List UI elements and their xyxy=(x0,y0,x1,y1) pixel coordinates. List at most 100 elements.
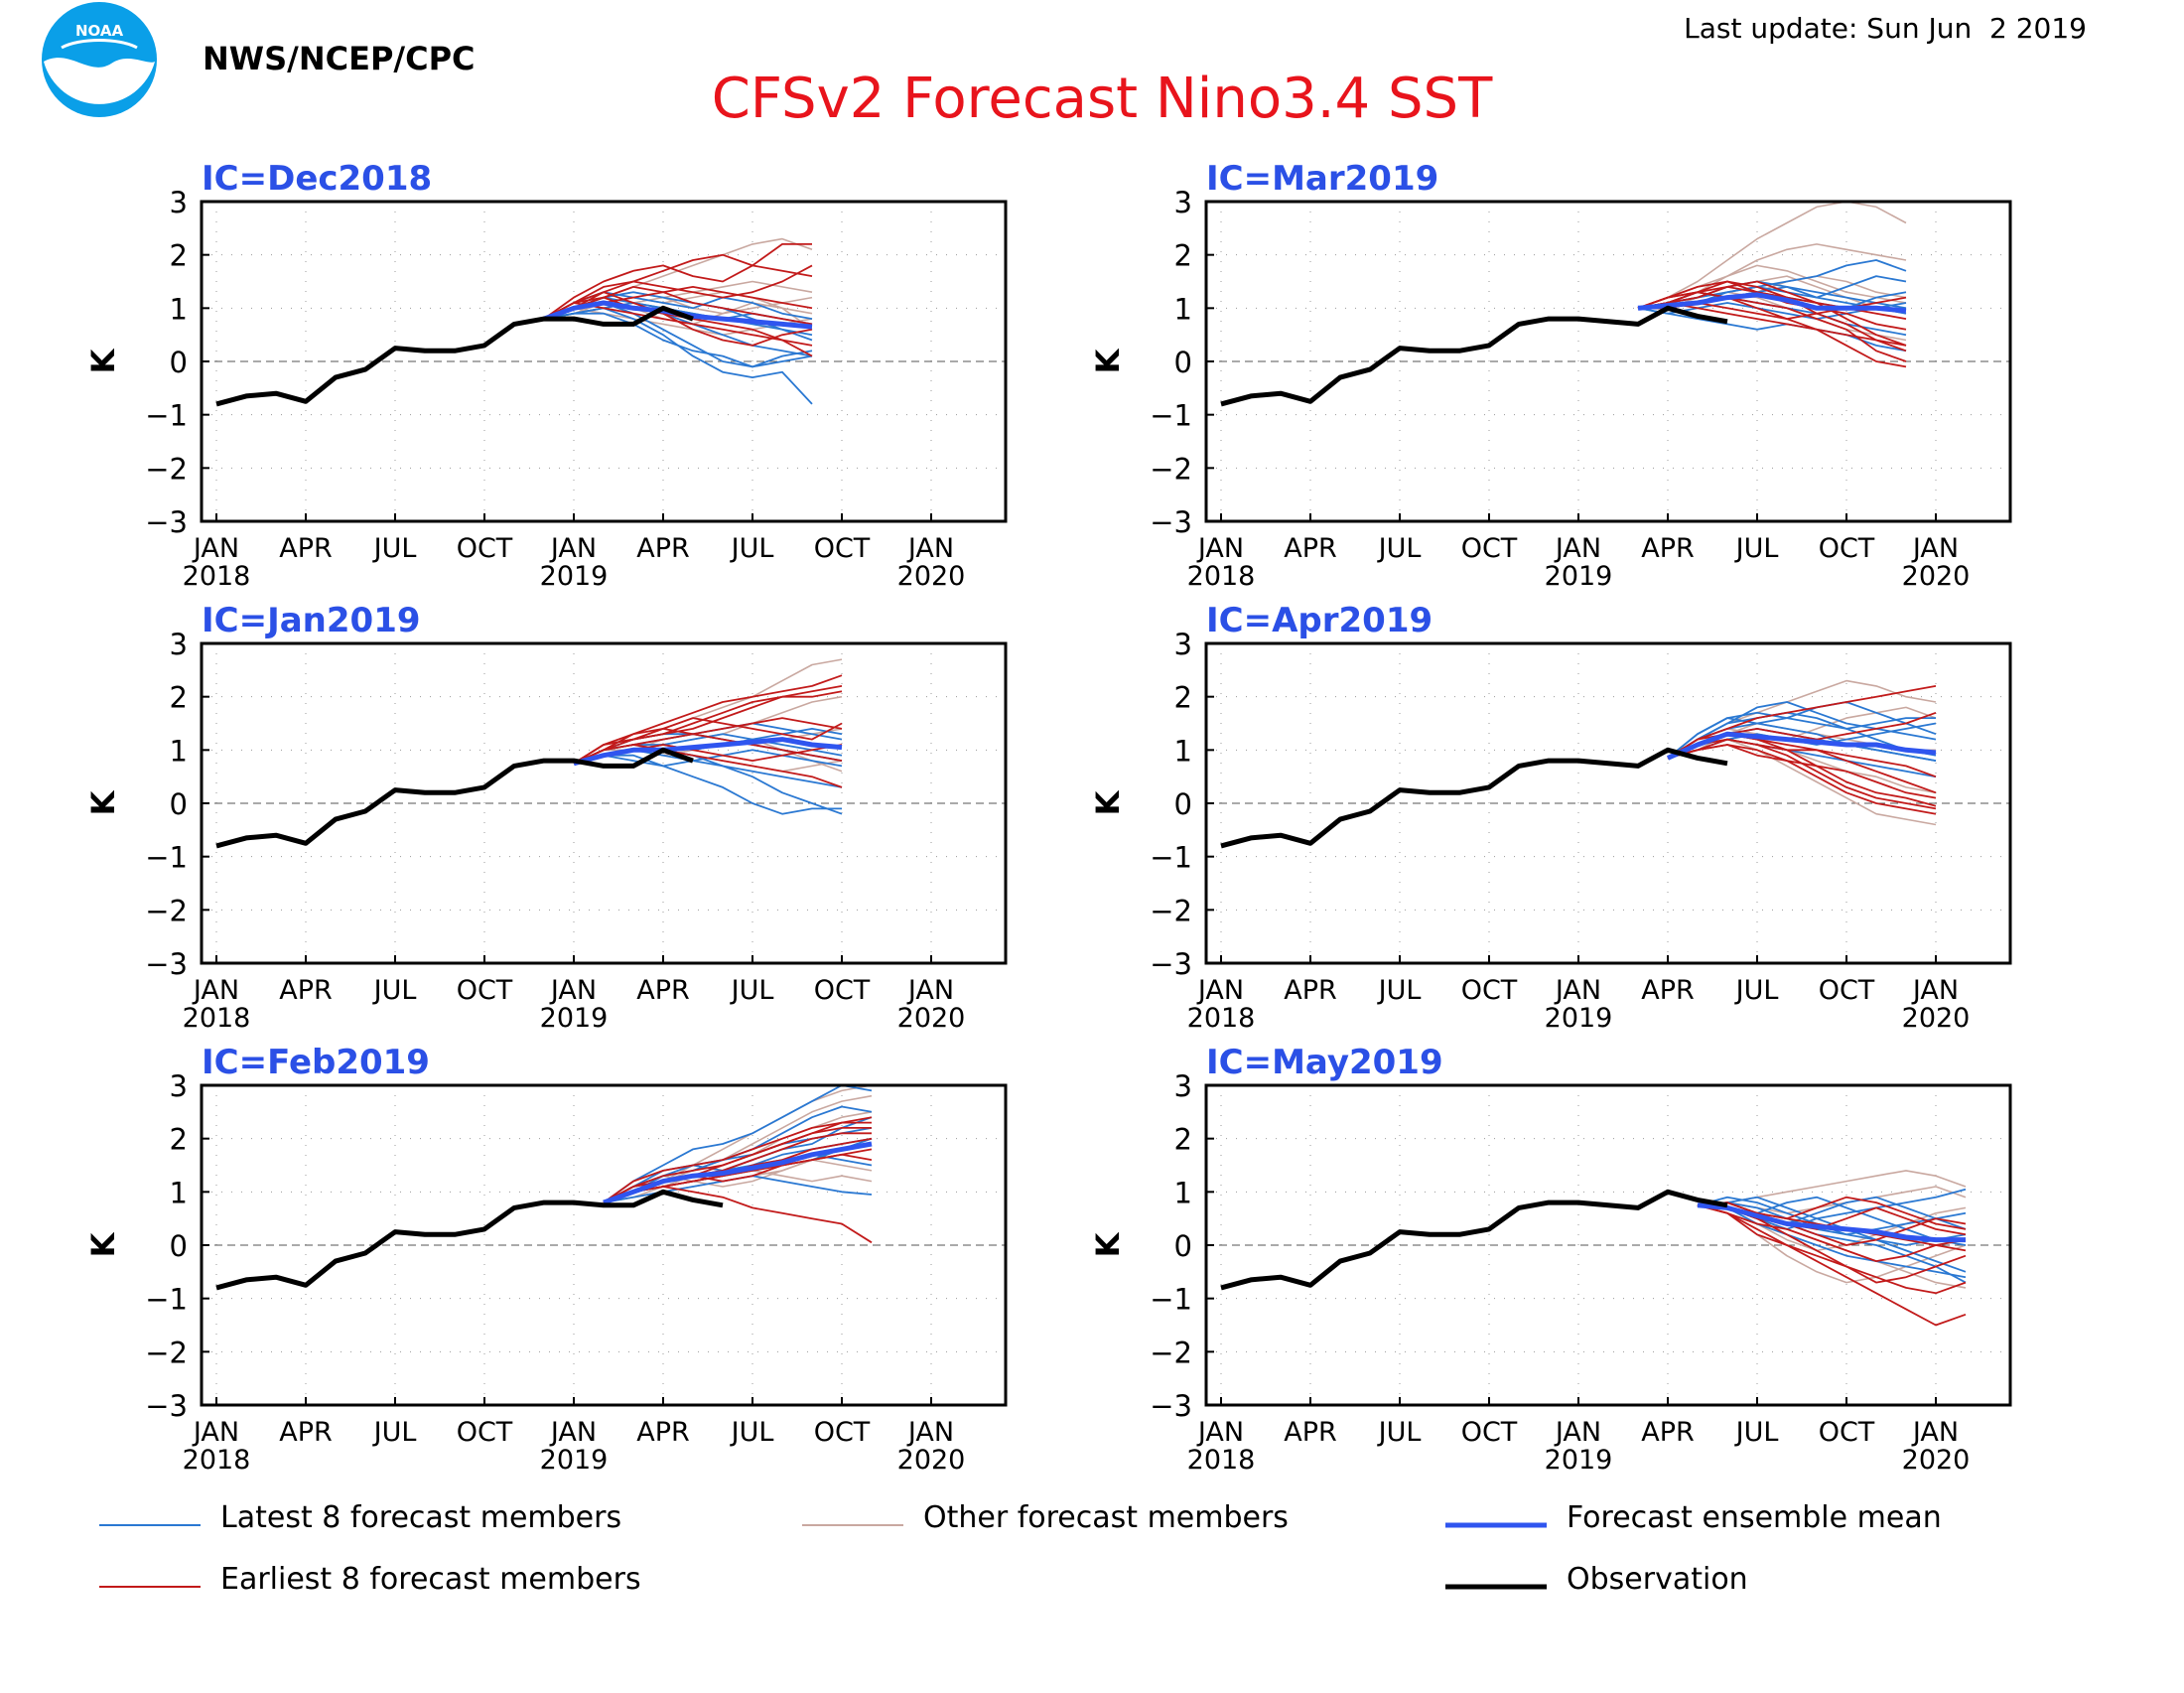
y-tick-label: 1 xyxy=(170,1176,188,1209)
panel-ic-label: IC=Dec2018 xyxy=(202,159,432,199)
x-tick-year-label: 2018 xyxy=(1187,561,1256,592)
y-tick-label: 0 xyxy=(170,787,188,821)
legend-earliest-label: Earliest 8 forecast members xyxy=(220,1562,641,1597)
x-tick-year-label: 2019 xyxy=(540,1445,609,1476)
panel-ic-label: IC=Mar2019 xyxy=(1206,159,1438,199)
x-tick-label: OCT xyxy=(1819,1417,1875,1448)
y-tick-label: 1 xyxy=(170,292,188,326)
x-tick-label: JUL xyxy=(372,975,417,1006)
legend-obs-label: Observation xyxy=(1567,1562,1748,1597)
y-tick-label: 0 xyxy=(170,1229,188,1263)
x-tick-label: JUL xyxy=(1377,533,1422,564)
panel-ic-label: IC=Feb2019 xyxy=(202,1043,430,1082)
legend-other-label: Other forecast members xyxy=(923,1500,1289,1535)
x-tick-label: OCT xyxy=(814,975,871,1006)
y-tick-label: −1 xyxy=(1150,1283,1192,1317)
earliest-member-line xyxy=(1697,1203,1967,1327)
legend-mean-label: Forecast ensemble mean xyxy=(1567,1500,1942,1535)
x-tick-label: JUL xyxy=(1377,1417,1422,1448)
x-tick-year-label: 2019 xyxy=(1545,561,1613,592)
observation-line xyxy=(1220,1189,1728,1291)
x-tick-label: APR xyxy=(1641,1417,1695,1448)
y-tick-label: −2 xyxy=(1150,894,1192,927)
y-tick-label: −2 xyxy=(145,452,188,486)
x-tick-label: JUL xyxy=(1734,975,1779,1006)
x-tick-label: APR xyxy=(279,975,333,1006)
y-tick-label: −1 xyxy=(145,1283,188,1317)
x-tick-label: APR xyxy=(636,1417,690,1448)
latest-member-line xyxy=(1697,1201,1967,1236)
x-tick-label: JAN xyxy=(1554,533,1601,564)
x-tick-year-label: 2018 xyxy=(183,1003,251,1034)
y-tick-label: 3 xyxy=(1174,628,1192,661)
ensemble-mean-line xyxy=(573,737,843,767)
x-tick-label: OCT xyxy=(457,533,513,564)
plot-frame xyxy=(1204,200,2012,523)
x-tick-label: JUL xyxy=(372,533,417,564)
x-tick-label: JUL xyxy=(1377,975,1422,1006)
y-axis-label: K xyxy=(84,789,122,815)
last-update-label: Last update: Sun Jun 2 2019 xyxy=(1684,12,2087,45)
agency-label: NWS/NCEP/CPC xyxy=(203,40,476,77)
plot-frame xyxy=(200,641,1008,965)
x-tick-label: APR xyxy=(1641,975,1695,1006)
x-tick-label: APR xyxy=(636,975,690,1006)
x-tick-label: JUL xyxy=(730,533,774,564)
panel-container: IC=Dec2018 3 2 1 0 −1 −2 −3 K JAN 2018 APR JUL OCT JAN… xyxy=(84,159,2012,1476)
x-tick-label: APR xyxy=(279,1417,333,1448)
y-tick-label: −3 xyxy=(145,505,188,539)
x-tick-year-label: 2020 xyxy=(1902,1003,1971,1034)
x-tick-label: JUL xyxy=(1734,533,1779,564)
ensemble-mean-line xyxy=(1666,731,1937,761)
x-tick-label: OCT xyxy=(814,1417,871,1448)
y-tick-label: −2 xyxy=(1150,452,1192,486)
y-tick-label: 1 xyxy=(1174,292,1192,326)
noaa-logo-text: NOAA xyxy=(75,22,124,40)
earliest-member-line xyxy=(543,242,812,320)
earliest-member-line xyxy=(573,685,843,765)
earliest-member-line xyxy=(1637,280,1907,320)
other-member-line xyxy=(1637,201,1907,310)
earliest-member-line xyxy=(573,744,843,788)
y-axis-label: K xyxy=(1089,1231,1127,1257)
y-tick-label: −1 xyxy=(1150,399,1192,433)
x-tick-label: OCT xyxy=(457,1417,513,1448)
y-tick-label: 1 xyxy=(1174,1176,1192,1209)
x-tick-label: APR xyxy=(636,533,690,564)
x-tick-label: JAN xyxy=(906,533,954,564)
earliest-member-line xyxy=(573,728,843,765)
x-tick-label: JAN xyxy=(549,975,597,1006)
earliest-member-line xyxy=(603,1116,873,1203)
y-axis-label: K xyxy=(84,1231,122,1257)
x-tick-label: JAN xyxy=(906,1417,954,1448)
panel-ic-label: IC=May2019 xyxy=(1206,1043,1443,1082)
x-tick-label: JAN xyxy=(1911,533,1959,564)
x-tick-label: JAN xyxy=(1911,1417,1959,1448)
chart-title: CFSv2 Forecast Nino3.4 SST xyxy=(712,67,1493,131)
x-tick-label: OCT xyxy=(1461,975,1518,1006)
plot-frame xyxy=(1204,641,2012,965)
x-tick-label: APR xyxy=(1284,975,1337,1006)
panel-ic-label: IC=Jan2019 xyxy=(202,601,421,640)
plot-frame xyxy=(1204,1083,2012,1407)
y-tick-label: 0 xyxy=(1174,787,1192,821)
earliest-member-line xyxy=(1697,1201,1967,1246)
x-tick-label: JUL xyxy=(730,1417,774,1448)
x-tick-label: JAN xyxy=(906,975,954,1006)
earliest-member-line xyxy=(1667,685,1937,760)
y-tick-label: −1 xyxy=(145,841,188,875)
earliest-member-line xyxy=(1637,280,1907,347)
x-tick-label: JAN xyxy=(549,1417,597,1448)
y-tick-label: 3 xyxy=(170,186,188,219)
earliest-member-line xyxy=(543,296,813,357)
y-tick-label: 2 xyxy=(170,1123,188,1157)
plot-frame xyxy=(200,1083,1008,1407)
x-tick-label: OCT xyxy=(814,533,871,564)
x-tick-year-label: 2020 xyxy=(1902,1445,1971,1476)
plot-frame xyxy=(200,200,1008,523)
y-tick-label: −3 xyxy=(145,1389,188,1423)
